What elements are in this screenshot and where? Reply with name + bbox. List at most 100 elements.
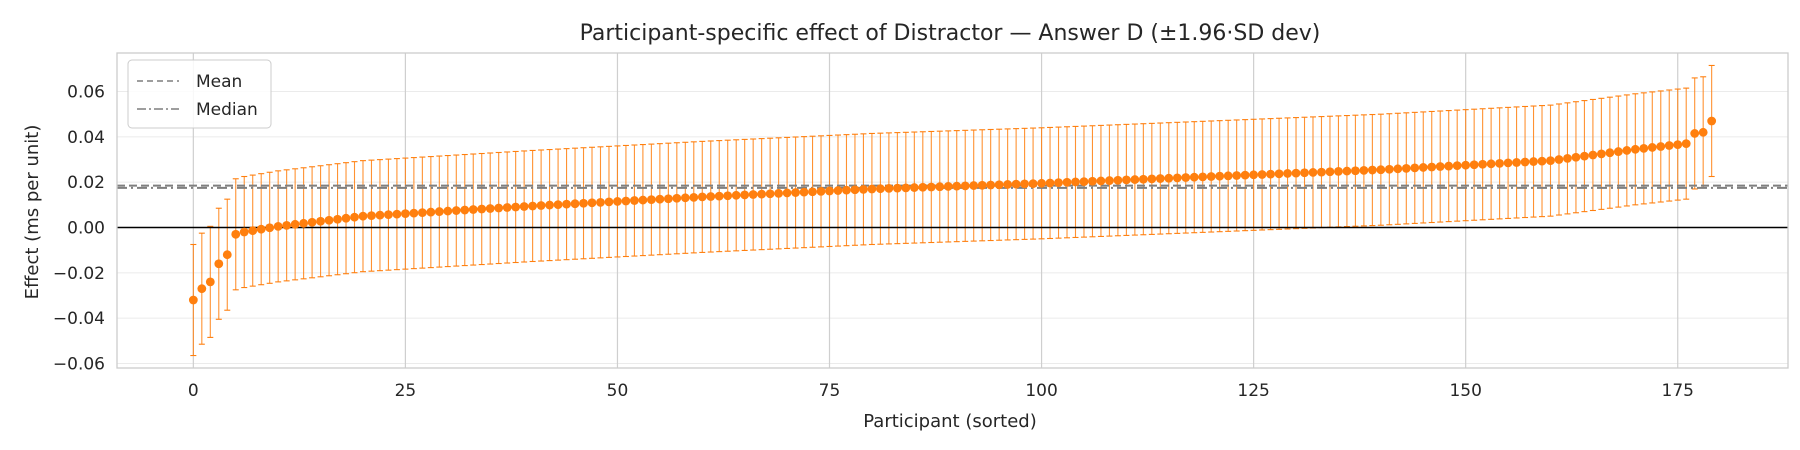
data-point (1300, 168, 1309, 178)
data-point (443, 206, 453, 216)
data-point (1062, 177, 1072, 187)
data-point (596, 197, 605, 207)
data-point (222, 250, 232, 260)
data-point (1384, 164, 1394, 174)
data-point (1529, 157, 1538, 166)
data-point (1452, 161, 1462, 171)
data-point (689, 192, 699, 202)
data-point (316, 216, 325, 226)
data-point (214, 259, 224, 269)
data-point (977, 180, 987, 190)
data-point (1054, 178, 1063, 188)
data-point (1630, 144, 1640, 154)
data-point (562, 199, 571, 209)
data-point (1486, 159, 1496, 169)
data-point (1401, 163, 1411, 173)
data-point (604, 197, 614, 207)
data-point (256, 224, 266, 234)
data-point (197, 284, 207, 294)
data-point (791, 188, 800, 197)
data-point (697, 192, 707, 202)
data-point (1613, 147, 1623, 156)
data-point (231, 229, 241, 239)
data-point (519, 202, 529, 211)
data-point (1537, 156, 1547, 166)
data-point (1138, 174, 1148, 184)
data-point (1580, 151, 1589, 161)
data-point (392, 209, 402, 219)
data-point (299, 218, 309, 228)
data-point (994, 180, 1004, 190)
data-point (646, 195, 656, 205)
data-point (1181, 173, 1191, 182)
data-point (367, 211, 376, 221)
data-point (1444, 161, 1454, 171)
data-point (1563, 153, 1572, 163)
y-axis-title: Effect (ms per unit) (22, 125, 43, 300)
data-point (290, 219, 300, 229)
data-point (1427, 162, 1437, 172)
data-point (876, 184, 885, 194)
data-point (1164, 173, 1174, 183)
data-point (324, 215, 334, 225)
data-point (1418, 163, 1428, 172)
data-point (1325, 167, 1335, 177)
data-point (417, 208, 427, 217)
data-point (468, 205, 478, 214)
plot-frame (116, 52, 1789, 369)
data-point (613, 197, 622, 206)
data-point (1317, 167, 1326, 177)
data-point (536, 201, 546, 210)
y-tick-label: −0.02 (53, 264, 105, 284)
data-point (333, 214, 342, 224)
data-point (1376, 165, 1386, 175)
data-points (188, 116, 1717, 305)
data-point (842, 185, 851, 195)
y-tick-label: 0.02 (67, 173, 105, 193)
legend-mean-label: Mean (196, 72, 242, 92)
data-point (1605, 148, 1615, 158)
data-point (1393, 164, 1403, 174)
data-point (833, 186, 843, 195)
data-point (409, 208, 419, 218)
data-point (969, 181, 979, 190)
y-tick-label: −0.04 (53, 309, 105, 329)
data-point (825, 186, 834, 196)
data-point (706, 192, 716, 201)
data-point (1283, 169, 1292, 178)
data-point (1435, 162, 1445, 171)
data-point (884, 184, 894, 193)
data-point (1291, 168, 1301, 178)
data-point (663, 194, 673, 204)
data-point (723, 191, 733, 201)
data-point (1359, 165, 1369, 175)
x-tick-label: 150 (1449, 381, 1481, 401)
data-point (740, 190, 750, 200)
data-point (1088, 176, 1097, 186)
data-point (1071, 177, 1080, 187)
data-point (273, 221, 283, 231)
data-point (494, 203, 504, 213)
data-point (731, 190, 741, 200)
data-point (1198, 172, 1208, 182)
data-point (1571, 152, 1581, 162)
data-point (774, 188, 784, 198)
data-point (765, 189, 775, 199)
data-point (859, 184, 868, 194)
legend-box (127, 59, 272, 129)
data-point (384, 210, 393, 220)
data-point (850, 185, 860, 195)
data-point (926, 182, 936, 192)
data-point (1622, 146, 1632, 155)
data-point (1673, 140, 1683, 149)
data-point (1546, 156, 1555, 166)
data-point (1223, 171, 1233, 181)
x-tick-label: 75 (819, 381, 841, 401)
data-point (1478, 159, 1488, 169)
data-point (892, 183, 902, 193)
data-point (341, 213, 351, 223)
y-tick-label: 0.04 (67, 128, 105, 148)
data-point (1189, 172, 1199, 182)
